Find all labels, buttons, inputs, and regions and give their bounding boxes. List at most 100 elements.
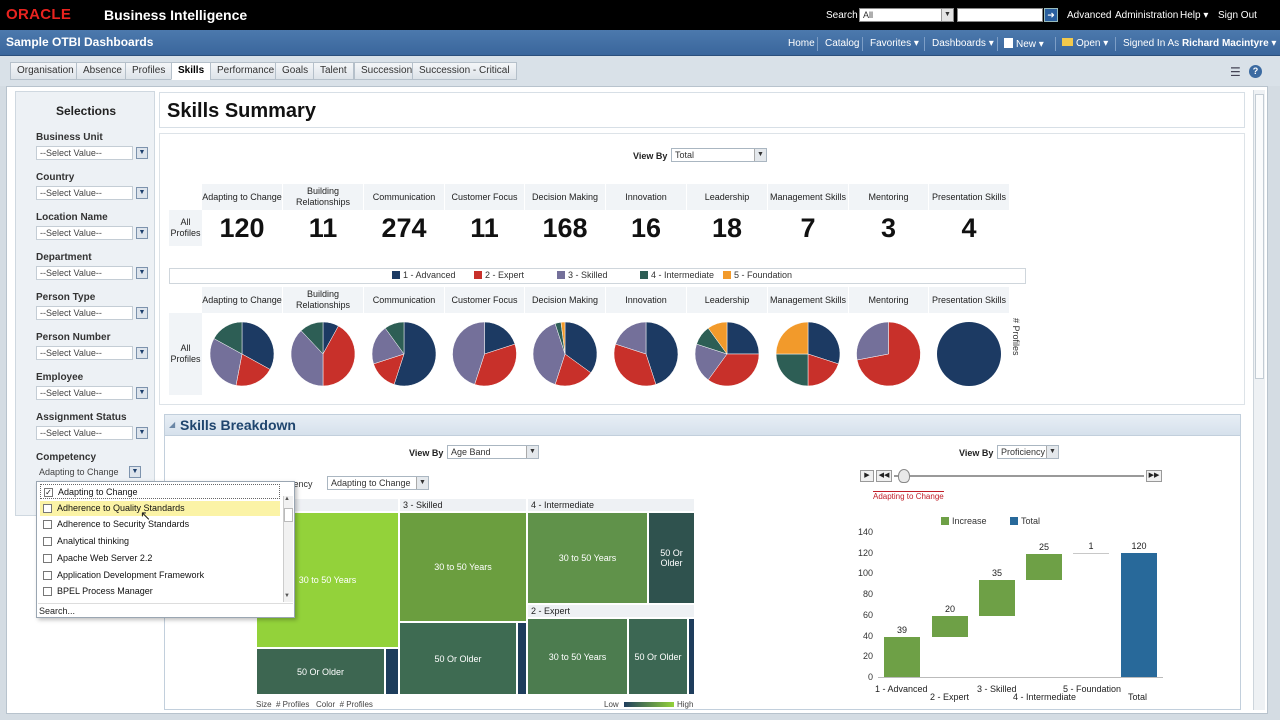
pie-slice[interactable]: [241, 321, 275, 370]
open-menu[interactable]: Open ▾: [1062, 38, 1108, 49]
pie-chart[interactable]: [606, 313, 686, 395]
help-menu[interactable]: Help ▾: [1180, 10, 1209, 21]
dropdown-option[interactable]: Apache Web Server 2.2: [40, 551, 280, 566]
scroll-up-icon[interactable]: ▲: [284, 496, 290, 502]
treemap-cell-small[interactable]: [517, 622, 527, 695]
pie-slice[interactable]: [564, 321, 598, 374]
pie-slice[interactable]: [694, 343, 728, 381]
pie-slice[interactable]: [937, 322, 1001, 386]
dropdown-option[interactable]: Adherence to Quality Standards: [40, 500, 280, 516]
treemap-competency-select[interactable]: Adapting to Change ▼: [327, 476, 429, 490]
pie-chart[interactable]: [364, 313, 444, 395]
pie-slice[interactable]: [474, 343, 517, 387]
catalog-link[interactable]: Catalog: [825, 38, 860, 49]
pie-slice[interactable]: [452, 321, 485, 385]
chevron-down-icon[interactable]: ▼: [136, 307, 148, 319]
page-scrollbar[interactable]: [1253, 90, 1265, 710]
pie-slice[interactable]: [613, 343, 657, 387]
tab-succession[interactable]: Succession: [354, 62, 420, 80]
slider-thumb[interactable]: [898, 469, 910, 483]
checkbox-checked-icon[interactable]: ✓: [44, 488, 53, 497]
treemap-cell[interactable]: 50 Or Older: [399, 622, 517, 695]
chevron-down-icon[interactable]: ▼: [136, 347, 148, 359]
select-location-name[interactable]: --Select Value-- ▼: [36, 226, 148, 240]
chevron-down-icon[interactable]: ▼: [136, 427, 148, 439]
pie-slice[interactable]: [371, 327, 405, 365]
dropdown-option[interactable]: Adherence to Security Standards: [40, 517, 280, 532]
pie-slice[interactable]: [484, 321, 516, 355]
pie-slice[interactable]: [645, 321, 679, 385]
pie-slice[interactable]: [213, 321, 243, 355]
select-assignment-status[interactable]: --Select Value-- ▼: [36, 426, 148, 440]
pie-slice[interactable]: [807, 353, 839, 387]
summary-view-by-select[interactable]: Total ▼: [671, 148, 767, 162]
select-person-type[interactable]: --Select Value-- ▼: [36, 306, 148, 320]
sign-out-link[interactable]: Sign Out: [1218, 10, 1257, 21]
tab-profiles[interactable]: Profiles: [125, 62, 173, 80]
pie-slice[interactable]: [775, 321, 809, 355]
pie-slice[interactable]: [856, 321, 921, 387]
favorites-menu[interactable]: Favorites ▾: [870, 38, 919, 49]
select-country[interactable]: --Select Value-- ▼: [36, 186, 148, 200]
fast-forward-icon[interactable]: ▶▶: [1146, 470, 1162, 482]
select-competency[interactable]: Adapting to Change ▼: [36, 466, 141, 480]
tab-performance[interactable]: Performance: [210, 62, 282, 80]
pie-slice[interactable]: [384, 321, 405, 355]
treemap-cell-small[interactable]: [385, 648, 399, 695]
help-icon[interactable]: ?: [1249, 65, 1262, 78]
tab-goals[interactable]: Goals: [275, 62, 316, 80]
pie-slice[interactable]: [707, 353, 760, 387]
pie-slice[interactable]: [807, 321, 841, 365]
select-department[interactable]: --Select Value-- ▼: [36, 266, 148, 280]
dropdown-option[interactable]: Application Development Framework: [40, 568, 280, 583]
popup-search-link[interactable]: Search...: [38, 603, 293, 618]
chevron-down-icon[interactable]: ▼: [136, 267, 148, 279]
pie-slice[interactable]: [707, 321, 728, 355]
administration-link[interactable]: Administration: [1115, 10, 1179, 21]
pie-chart[interactable]: [768, 313, 848, 395]
dropdown-option[interactable]: Analytical thinking: [40, 534, 280, 549]
checkbox-icon[interactable]: [43, 520, 52, 530]
dropdown-option[interactable]: BPEL Process Manager: [40, 584, 280, 599]
tab-absence[interactable]: Absence: [76, 62, 129, 80]
scrollbar-thumb[interactable]: [1255, 94, 1264, 379]
select-person-number[interactable]: --Select Value-- ▼: [36, 346, 148, 360]
popup-scrollbar-thumb[interactable]: [284, 508, 293, 522]
waterfall-bar[interactable]: [1026, 553, 1062, 580]
pie-chart[interactable]: [202, 313, 282, 395]
chevron-down-icon[interactable]: ▼: [136, 187, 148, 199]
chevron-down-icon[interactable]: ▼: [129, 466, 141, 478]
page-options-icon[interactable]: ☰: [1230, 65, 1241, 79]
advanced-link[interactable]: Advanced: [1067, 10, 1112, 21]
waterfall-bar[interactable]: [1073, 552, 1109, 554]
treemap-cell[interactable]: 30 to 50 Years: [527, 512, 648, 604]
chevron-down-icon[interactable]: ▼: [136, 227, 148, 239]
chevron-down-icon[interactable]: ▼: [136, 387, 148, 399]
pie-slice[interactable]: [726, 321, 760, 355]
checkbox-icon[interactable]: [43, 553, 52, 563]
pie-chart[interactable]: [525, 313, 605, 395]
pie-chart[interactable]: [929, 313, 1009, 395]
pie-slice[interactable]: [235, 353, 271, 387]
home-link[interactable]: Home: [788, 38, 815, 49]
waterfall-bar[interactable]: [932, 615, 968, 637]
pie-slice[interactable]: [560, 321, 566, 355]
select-business-unit[interactable]: --Select Value-- ▼: [36, 146, 148, 160]
collapse-icon[interactable]: ◢: [169, 420, 176, 429]
treemap-cell-small[interactable]: [688, 618, 695, 695]
pie-chart[interactable]: [283, 313, 363, 395]
slider-track[interactable]: [894, 475, 1144, 477]
treemap-cell[interactable]: 30 to 50 Years: [527, 618, 628, 695]
tab-talent[interactable]: Talent: [313, 62, 354, 80]
tab-succession-critical[interactable]: Succession - Critical: [412, 62, 517, 80]
treemap-cell[interactable]: 50 Or Older: [256, 648, 385, 695]
chevron-down-icon[interactable]: ▼: [136, 147, 148, 159]
dashboards-menu[interactable]: Dashboards ▾: [932, 38, 994, 49]
new-menu[interactable]: New ▾: [1004, 38, 1044, 50]
popup-scrollbar[interactable]: ▲ ▼: [283, 496, 293, 602]
checkbox-icon[interactable]: [43, 537, 52, 547]
pie-slice[interactable]: [300, 321, 324, 355]
waterfall-view-by-select[interactable]: Proficiency ▼: [997, 445, 1059, 459]
pie-slice[interactable]: [554, 353, 592, 387]
user-menu[interactable]: Richard Macintyre ▾: [1181, 38, 1277, 49]
